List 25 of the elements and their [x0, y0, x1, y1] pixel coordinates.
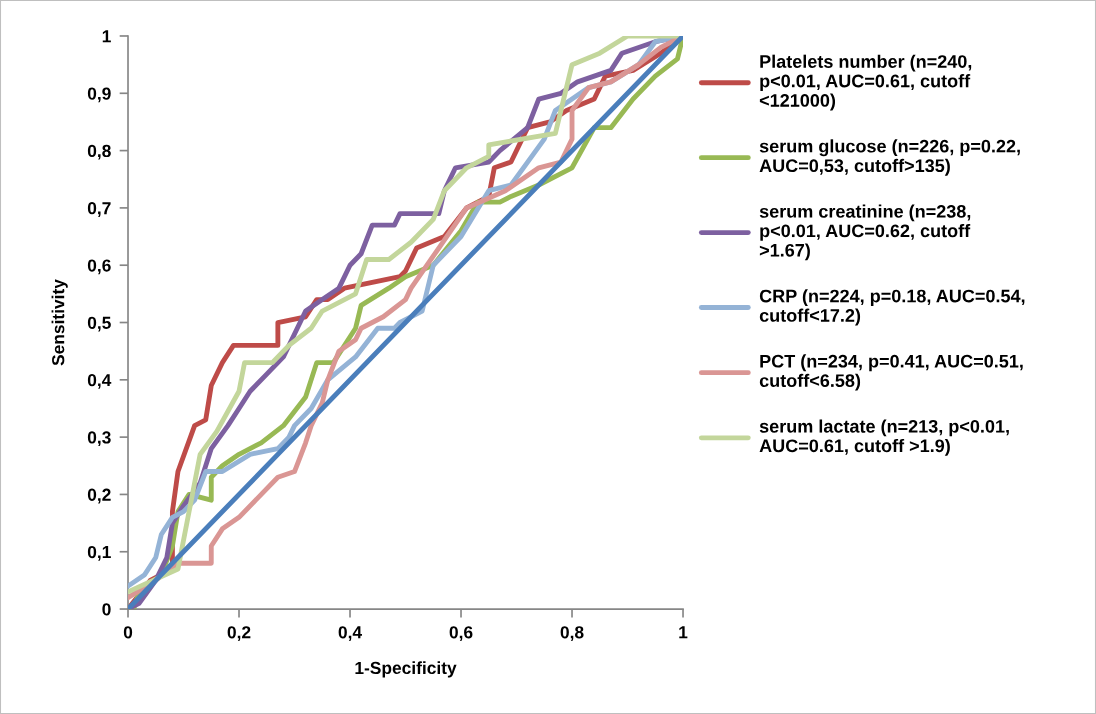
- y-tick-label: 0,5: [87, 316, 111, 332]
- y-tick-label: 0,7: [87, 202, 111, 217]
- x-tick-label: 0,8: [560, 626, 584, 641]
- y-tick-label: 0,2: [87, 488, 111, 504]
- legend-label: PCT (n=234, p=0.41, AUC=0.51, cutoff<6.58): [759, 354, 1023, 391]
- y-tick-label: 0,8: [87, 144, 111, 160]
- x-tick-label: 0: [123, 626, 133, 639]
- y-tick-label: 0: [102, 603, 111, 616]
- legend-label: serum glucose (n=226, p=0.22, AUC=0,53, cutoff>135): [759, 139, 1020, 176]
- y-axis-title: Sensitivity: [51, 279, 68, 366]
- x-tick-label: 0,4: [338, 626, 362, 641]
- y-tick-label: 0,6: [87, 259, 111, 275]
- y-tick-label: 0,9: [87, 87, 111, 103]
- x-axis-title: 1-Specificity: [355, 661, 457, 678]
- y-tick-label: 0,4: [87, 373, 112, 389]
- x-tick-label: 1: [679, 626, 688, 639]
- legend-label: Platelets number (n=240, p<0.01, AUC=0.61, cutoff <121000): [759, 54, 972, 111]
- legend-label: serum lactate (n=213, p<0.01, AUC=0.61, cutoff >1.9): [759, 419, 1009, 456]
- x-tick-label: 0,2: [227, 626, 251, 641]
- y-tick-label: 0,1: [87, 545, 111, 561]
- legend-label: serum creatinine (n=238, p<0.01, AUC=0.62, cutoff >1.67): [759, 204, 971, 261]
- x-tick-label: 0,6: [449, 626, 473, 641]
- legend-label: CRP (n=224, p=0.18, AUC=0.54, cutoff<17.2): [759, 289, 1025, 326]
- y-tick-label: 0,3: [87, 431, 111, 447]
- y-tick-label: 1: [102, 30, 111, 43]
